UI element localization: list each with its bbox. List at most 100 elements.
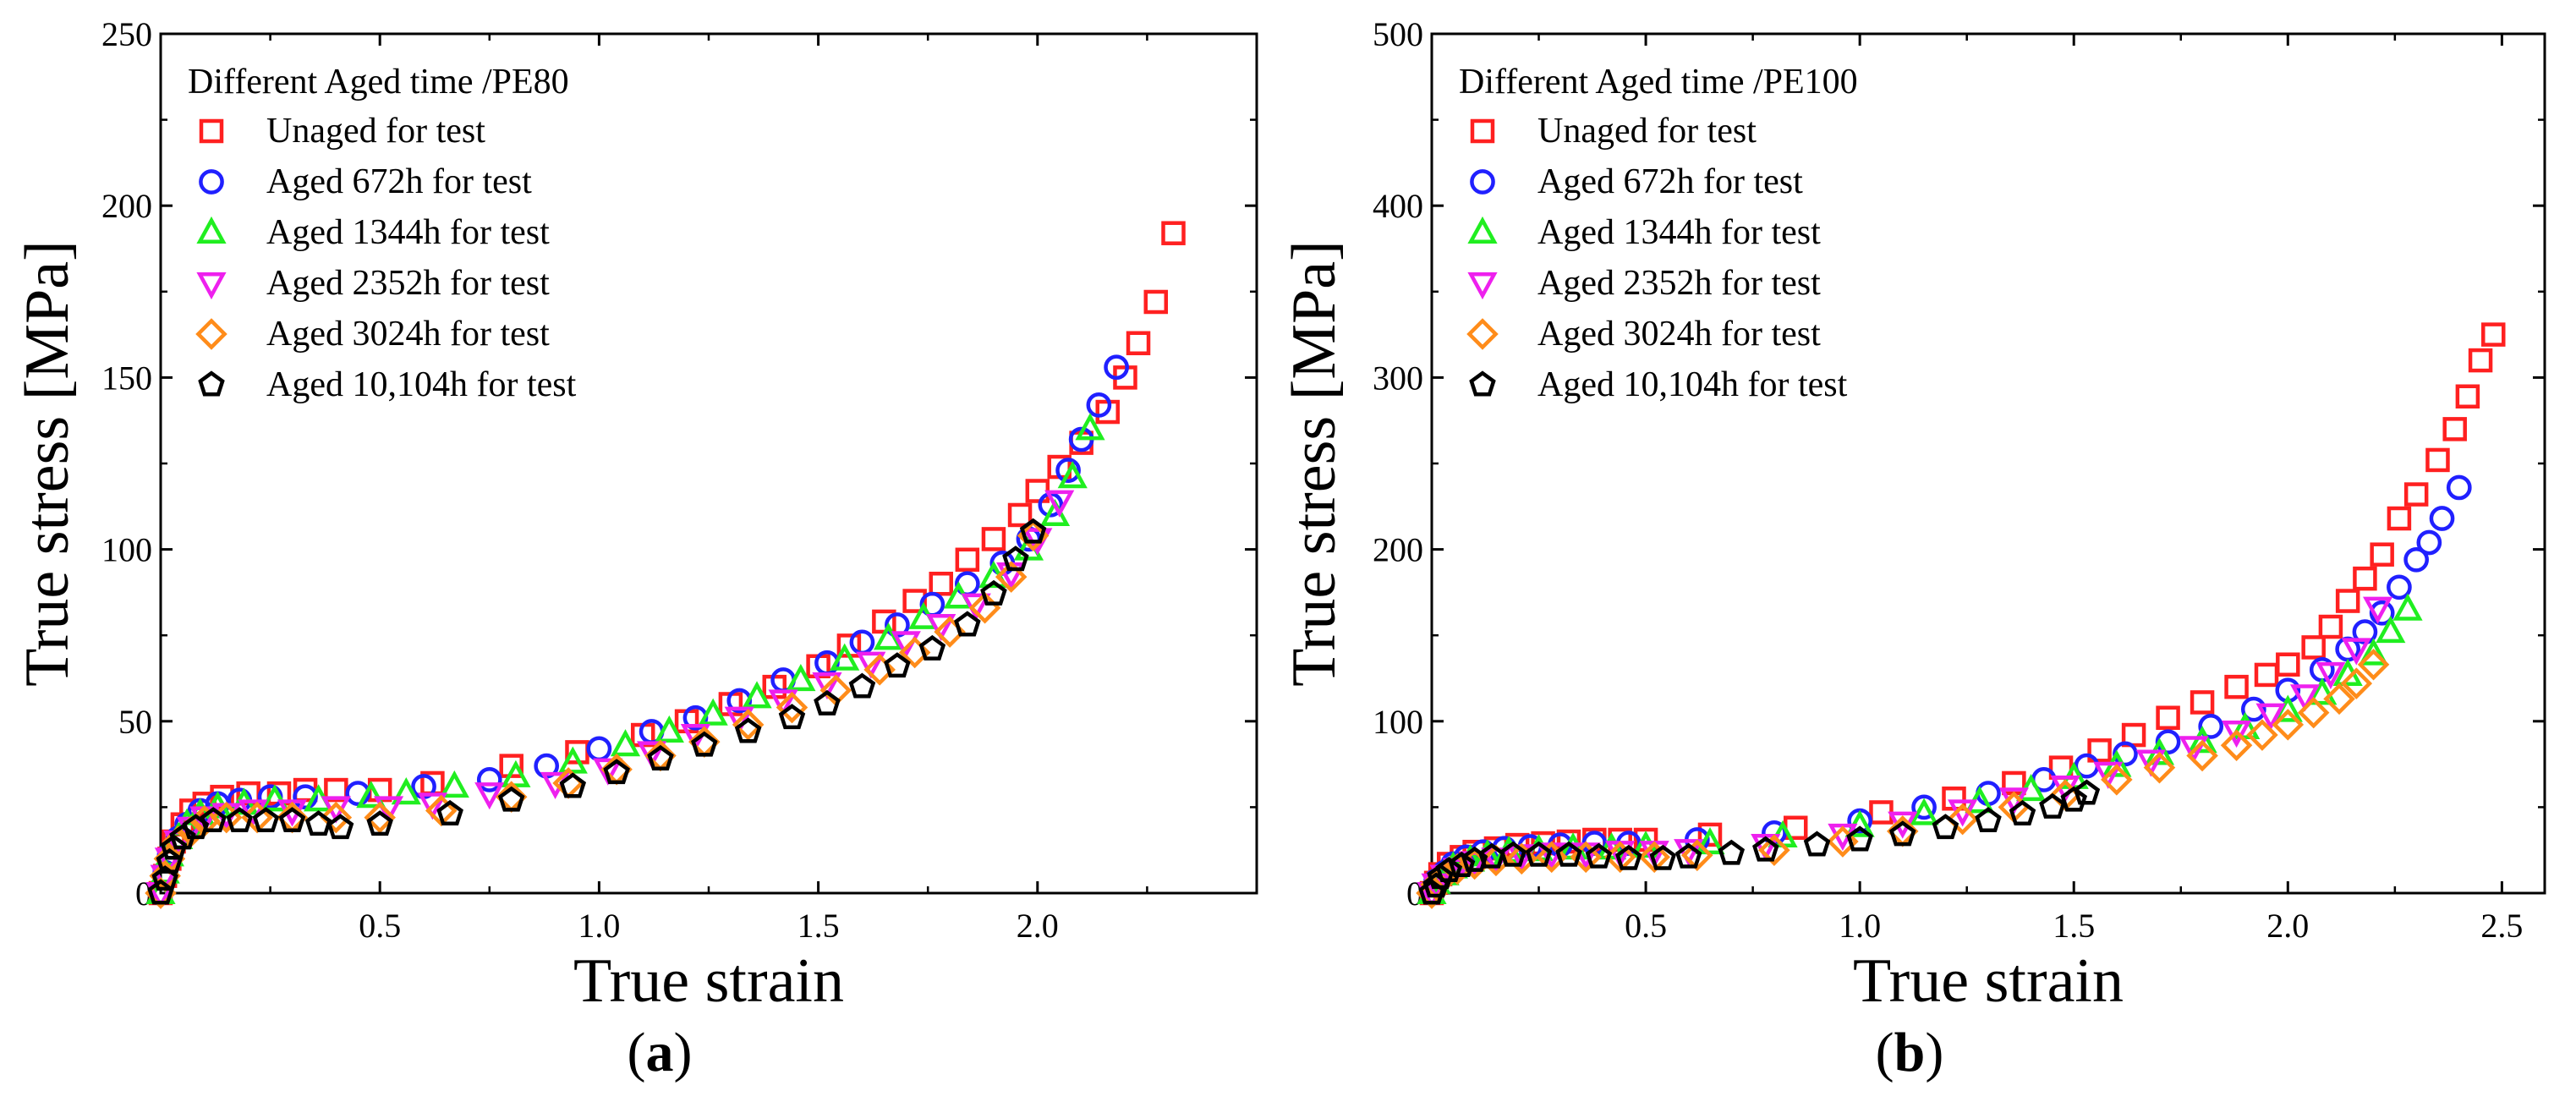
data-point [1448,851,1476,877]
data-point [734,717,762,743]
data-point [151,865,178,891]
legend-entry: Aged 10,104h for test [1537,365,1848,404]
series-pentagon [1418,779,2101,905]
data-point [1718,839,1746,865]
data-point [902,589,927,613]
series-pentagon [147,518,1047,905]
data-point [2357,648,2390,681]
data-point [1143,289,1169,315]
legend-marker [1467,271,1498,300]
legend-marker [1470,118,1495,144]
y-axis-title: True stress [MPa] [13,240,82,687]
data-point [1752,836,1779,862]
data-point [2276,652,2300,677]
data-point [2186,739,2218,772]
data-point [1525,841,1553,867]
data-point [2093,761,2124,789]
data-point [2481,322,2506,347]
data-point [1007,502,1033,528]
legend-marker [199,169,224,195]
data-point [1019,518,1047,544]
data-point [559,772,587,798]
data-point [603,759,630,785]
y-tick-label: 100 [1373,703,1423,741]
panel-label-b: b [1894,1022,1926,1083]
data-point [2224,674,2249,699]
x-tick-label: 2.0 [2266,907,2309,945]
data-point [955,547,980,573]
data-point [2240,696,2266,722]
x-tick-label: 1.5 [797,907,840,945]
data-point [2156,705,2180,730]
legend-entry: Aged 1344h for test [266,213,550,252]
data-point [2230,711,2261,739]
data-point [1126,331,1151,356]
y-tick-label: 200 [101,187,152,225]
data-point [160,834,188,860]
data-point [2341,638,2371,666]
data-point [2370,542,2394,567]
data-point [2255,703,2286,731]
data-point [2442,417,2467,441]
data-point [356,781,386,809]
data-point [2387,506,2412,531]
data-point [2455,384,2480,409]
data-point [2446,474,2472,501]
data-point [1161,221,1186,245]
legend-entry: Aged 3024h for test [266,315,550,354]
data-point [995,561,1028,593]
data-point [2297,696,2330,729]
data-point [593,758,623,786]
data-point [2009,799,2036,825]
data-point [742,681,772,709]
data-point [2403,482,2429,507]
data-point [724,706,754,734]
data-point [637,741,667,769]
data-point [2301,635,2326,660]
data-point [260,784,290,812]
data-point [2220,729,2253,762]
data-point [849,629,875,655]
data-point [961,593,991,621]
data-point [778,704,806,730]
plot-area [145,221,1186,910]
data-point [1044,490,1075,518]
data-point [1946,803,1979,836]
y-tick-label: 250 [101,15,152,53]
data-point [2335,589,2360,613]
data-point [647,744,674,770]
data-point [830,643,860,671]
data-point [2187,726,2217,754]
data-point [1827,825,1859,858]
data-point [980,579,1007,606]
data-point [2135,749,2166,777]
x-tick-label: 2.5 [2480,907,2523,945]
data-point [884,652,911,678]
data-point [1427,864,1454,890]
data-point [278,807,306,833]
data-point [499,754,523,778]
data-point [2221,720,2252,748]
legend-entry: Aged 2352h for test [266,264,550,303]
data-point [326,814,354,840]
data-point [2318,614,2343,639]
y-tick-label: 200 [1373,531,1423,569]
data-point [2198,714,2224,739]
data-point [1975,807,2002,833]
data-point [417,792,448,820]
legend-entry: Aged 672h for test [1537,162,1803,201]
data-point [1681,839,1713,872]
data-point [873,622,904,650]
data-point [918,634,946,661]
x-tick-label: 0.5 [1625,907,1667,945]
data-point [2073,779,2101,805]
data-point [2363,596,2393,624]
data-point [293,784,318,810]
data-point [169,824,196,850]
y-tick-label: 150 [101,359,152,397]
y-tick-label: 100 [101,531,152,569]
data-point [2387,574,2412,600]
data-point [1585,842,1613,869]
